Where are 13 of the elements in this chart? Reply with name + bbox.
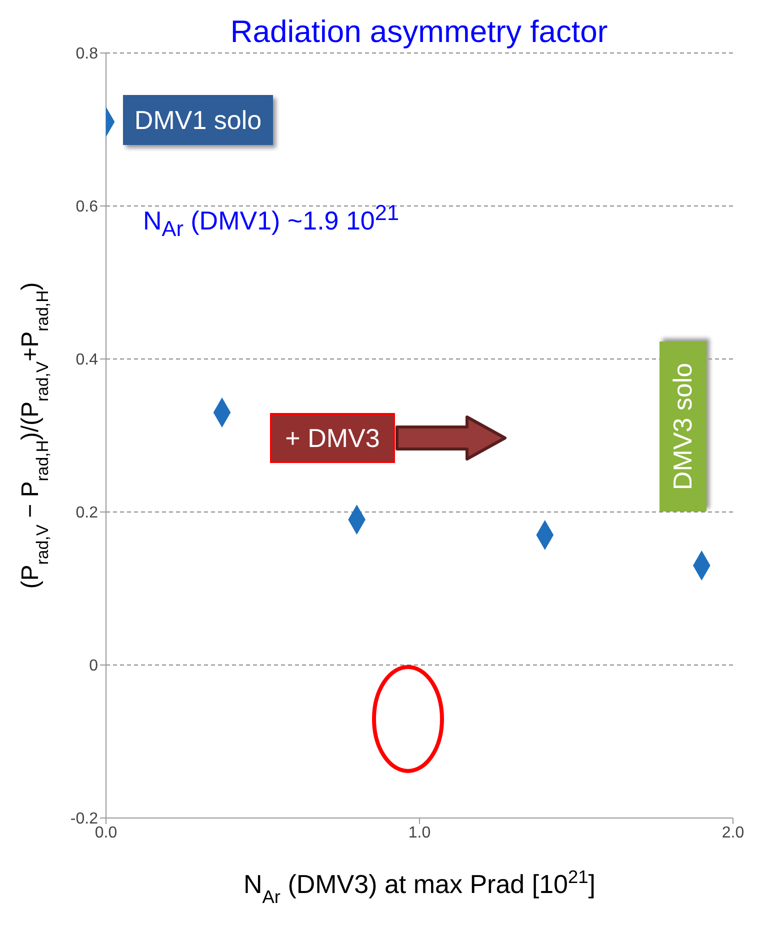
annotation: + DMV3 <box>285 422 380 454</box>
chart-title: Radiation asymmetry factor <box>230 14 608 49</box>
y-tick-label: 0.4 <box>76 352 98 369</box>
x-tick-label: 2.0 <box>722 824 744 842</box>
y-tick-label: 0.8 <box>76 46 98 63</box>
annotation: DMV1 solo <box>134 104 262 136</box>
y-tick-label: 0 <box>89 658 98 675</box>
y-tick-label: 0.2 <box>76 504 98 522</box>
annotation: N$_{Ar}$ (DMV1) ~1.9 10$^{21}$ <box>142 200 399 242</box>
x-axis-title: N$_{Ar}$ (DMV3) at max Prad [10$^{21}$] <box>244 867 596 907</box>
y-tick-label: 0.6 <box>76 198 98 216</box>
annotation: DMV3 solo <box>668 362 698 490</box>
x-tick-label: 1.0 <box>408 824 431 842</box>
